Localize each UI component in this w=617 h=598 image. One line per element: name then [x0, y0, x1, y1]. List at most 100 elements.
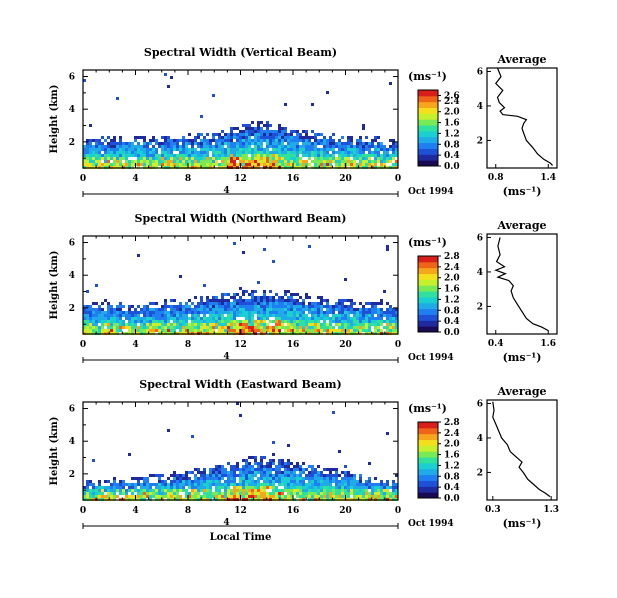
- heatmap-cell: [383, 157, 386, 160]
- heatmap-cell: [137, 145, 140, 148]
- panel-1: Spectral Width (Vertical Beam)0 4 8 12 16 20 0…: [49, 46, 558, 198]
- heatmap-cell: [155, 314, 158, 317]
- heatmap-cell: [272, 474, 275, 477]
- heatmap-cell: [203, 148, 206, 151]
- heatmap-cell: [224, 320, 227, 323]
- heatmap-cell: [137, 495, 140, 498]
- heatmap-cell: [188, 148, 191, 151]
- heatmap-cell: [320, 148, 323, 151]
- heatmap-cell: [263, 468, 266, 471]
- heatmap-cell: [317, 320, 320, 323]
- heatmap-cell: [389, 157, 392, 160]
- heatmap-cell: [218, 133, 221, 136]
- heatmap-cell: [239, 323, 242, 326]
- heatmap-cell: [365, 154, 368, 157]
- heatmap-cell: [227, 474, 230, 477]
- heatmap-cell: [149, 311, 152, 314]
- heatmap-cells: [83, 73, 398, 169]
- heatmap-cell: [383, 154, 386, 157]
- average-profile-line: [495, 67, 554, 166]
- heatmap-cell: [242, 326, 245, 329]
- heatmap-cell: [362, 329, 365, 332]
- heatmap-cell: [257, 317, 260, 320]
- heatmap-cell: [272, 302, 275, 305]
- heatmap-cell: [113, 136, 116, 139]
- heatmap-cell: [278, 124, 281, 127]
- heatmap-cell: [209, 305, 212, 308]
- heatmap-cell: [317, 477, 320, 480]
- x-tick-label: 0: [395, 340, 401, 350]
- heatmap-cell: [113, 139, 116, 142]
- date-label: Oct 1994: [408, 353, 454, 363]
- heatmap-cell: [245, 462, 248, 465]
- heatmap-cell: [371, 139, 374, 142]
- heatmap-cell: [359, 157, 362, 160]
- heatmap-cell: [347, 157, 350, 160]
- heatmap-cell: [104, 480, 107, 483]
- heatmap-cell: [119, 317, 122, 320]
- heatmap-cell: [194, 492, 197, 495]
- heatmap-cell: [356, 489, 359, 492]
- heatmap-cell: [320, 317, 323, 320]
- heatmap-cell: [254, 471, 257, 474]
- heatmap-cell: [134, 477, 137, 480]
- colorbar-segment: [418, 148, 438, 155]
- heatmap-cell: [287, 474, 290, 477]
- heatmap-cell: [227, 483, 230, 486]
- heatmap-cell: [137, 151, 140, 154]
- x-tick-label: 8: [185, 506, 191, 516]
- heatmap-cell: [287, 492, 290, 495]
- x-tick-label: 0: [80, 340, 86, 350]
- heatmap-cell: [350, 489, 353, 492]
- heatmap-cell: [392, 145, 395, 148]
- heatmap-cell: [263, 305, 266, 308]
- heatmap-cell: [188, 323, 191, 326]
- heatmap-cell: [230, 142, 233, 145]
- heatmap-cell: [230, 302, 233, 305]
- heatmap-cell: [317, 492, 320, 495]
- heatmap-cell: [155, 492, 158, 495]
- heatmap-cell: [221, 329, 224, 332]
- colorbar-tick-label: 0.4: [444, 483, 460, 493]
- heatmap-cell: [89, 492, 92, 495]
- heatmap-cell: [161, 305, 164, 308]
- heatmap-cell: [302, 302, 305, 305]
- heatmap-cell: [392, 308, 395, 311]
- heatmap-cell: [332, 486, 335, 489]
- heatmap-cell: [209, 148, 212, 151]
- heatmap-cell: [98, 486, 101, 489]
- heatmap-cell: [200, 133, 203, 136]
- heatmap-cell: [260, 465, 263, 468]
- heatmap-cell: [386, 480, 389, 483]
- heatmap-cell: [218, 145, 221, 148]
- heatmap-cell: [296, 329, 299, 332]
- heatmap-cell: [227, 157, 230, 160]
- heatmap-cell: [323, 329, 326, 332]
- heatmap-cell: [137, 477, 140, 480]
- heatmap-cell: [206, 474, 209, 477]
- heatmap-cell: [374, 492, 377, 495]
- heatmap-cell: [125, 142, 128, 145]
- heatmap-cell: [152, 145, 155, 148]
- date-label: Oct 1994: [408, 187, 454, 197]
- colorbar-segment: [418, 136, 438, 144]
- heatmap-cell: [317, 148, 320, 151]
- heatmap-cell: [197, 486, 200, 489]
- heatmap-cell: [179, 151, 182, 154]
- heatmap-cell: [164, 302, 167, 305]
- heatmap-cell: [275, 495, 278, 498]
- heatmap-cell: [101, 145, 104, 148]
- heatmap-cell: [365, 486, 368, 489]
- heatmap-cell: [332, 305, 335, 308]
- heatmap-cell: [389, 154, 392, 157]
- heatmap-cell: [386, 148, 389, 151]
- heatmap-cell: [143, 136, 146, 139]
- heatmap-cell: [287, 151, 290, 154]
- heatmap-cell: [137, 305, 140, 308]
- heatmap-cell: [284, 477, 287, 480]
- heatmap-cell: [287, 163, 290, 166]
- heatmap-cell: [203, 305, 206, 308]
- heatmap-cell: [287, 311, 290, 314]
- heatmap-cell: [221, 483, 224, 486]
